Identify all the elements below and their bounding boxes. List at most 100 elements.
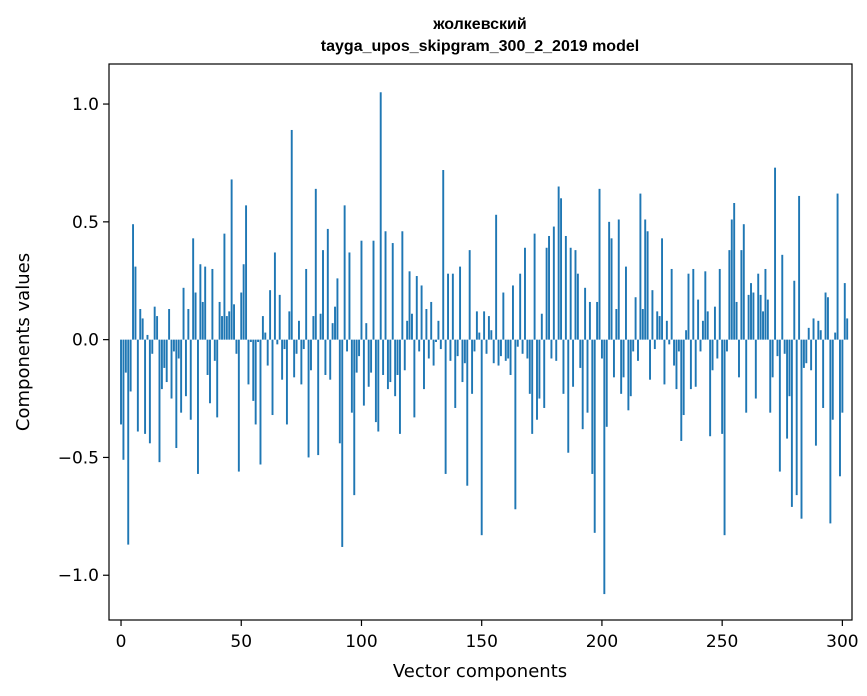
bar-302: [846, 318, 849, 340]
bar-180: [552, 226, 555, 340]
bar-228: [668, 339, 671, 345]
bar-93: [343, 205, 346, 340]
bar-105: [372, 240, 375, 340]
bar-301: [843, 283, 846, 340]
bar-17: [160, 339, 163, 390]
bar-246: [711, 339, 714, 371]
bar-221: [651, 290, 654, 340]
bar-201: [603, 339, 606, 595]
bar-70: [288, 311, 291, 340]
bar-167: [521, 339, 524, 354]
bar-81: [314, 188, 317, 340]
bar-166: [519, 273, 522, 340]
bar-0: [120, 339, 122, 425]
bar-198: [596, 301, 599, 340]
bar-224: [658, 316, 661, 340]
bar-205: [612, 339, 615, 378]
bar-152: [485, 339, 488, 354]
bar-84: [322, 250, 324, 340]
y-tick-label: −1.0: [58, 566, 99, 586]
bar-149: [478, 332, 481, 340]
bar-203: [608, 221, 611, 340]
bar-120: [408, 271, 411, 340]
bar-82: [317, 339, 320, 456]
bar-19: [165, 339, 168, 383]
bar-138: [451, 273, 454, 340]
bar-192: [581, 339, 584, 430]
bar-35: [204, 266, 207, 340]
bar-44: [225, 316, 228, 340]
bar-179: [550, 339, 553, 359]
bar-238: [692, 268, 695, 340]
bar-288: [812, 318, 815, 340]
bar-67: [281, 339, 284, 380]
bar-175: [540, 313, 543, 340]
bar-277: [786, 339, 789, 439]
bar-223: [656, 311, 659, 340]
bar-254: [730, 219, 733, 340]
bar-171: [531, 339, 534, 434]
bar-240: [697, 299, 700, 340]
bar-156: [495, 214, 498, 340]
bar-269: [766, 299, 769, 340]
bar-87: [329, 339, 332, 380]
bar-284: [802, 339, 805, 368]
bar-62: [269, 290, 272, 340]
bar-252: [726, 339, 728, 352]
bar-184: [562, 339, 565, 394]
bar-248: [716, 339, 719, 359]
bar-255: [733, 203, 736, 340]
bar-289: [814, 339, 817, 446]
bar-261: [747, 294, 750, 340]
bar-100: [360, 240, 363, 340]
bar-210: [625, 266, 627, 340]
bar-39: [213, 339, 216, 361]
bar-15: [156, 316, 159, 340]
bar-170: [528, 339, 531, 394]
bar-259: [742, 224, 745, 340]
bar-104: [370, 339, 373, 373]
bar-20: [168, 309, 171, 340]
bar-293: [824, 292, 827, 340]
bar-188: [572, 339, 575, 387]
bar-106: [374, 339, 377, 423]
bar-147: [473, 339, 476, 352]
bar-98: [355, 339, 358, 373]
y-tick-label: 0.0: [72, 331, 99, 351]
bar-68: [283, 339, 286, 350]
bar-272: [774, 167, 777, 340]
bar-257: [738, 339, 740, 378]
bar-4: [129, 339, 132, 392]
bar-281: [795, 339, 798, 496]
bar-37: [209, 339, 211, 404]
bar-85: [324, 339, 327, 375]
bar-157: [497, 339, 500, 366]
bar-264: [754, 339, 757, 399]
bar-266: [759, 294, 762, 340]
bar-256: [735, 301, 738, 340]
x-tick-label: 200: [586, 632, 618, 652]
bar-75: [300, 339, 303, 385]
bar-172: [533, 233, 536, 340]
y-axis-label: Components values: [13, 253, 34, 431]
bar-79: [310, 339, 312, 371]
bar-160: [504, 339, 507, 361]
bar-194: [586, 339, 589, 413]
bar-48: [235, 339, 238, 354]
bar-118: [403, 339, 406, 371]
bar-265: [757, 273, 760, 340]
bar-9: [141, 318, 144, 340]
chart-title: жолкевский: [432, 16, 526, 33]
bar-92: [341, 339, 344, 547]
bar-165: [516, 339, 519, 347]
bar-54: [249, 339, 252, 342]
bar-2: [124, 339, 127, 373]
bar-135: [444, 339, 447, 474]
bar-96: [350, 339, 353, 413]
bar-275: [781, 254, 784, 340]
bar-101: [362, 339, 365, 406]
bar-262: [750, 283, 752, 340]
bar-239: [694, 339, 697, 387]
bar-235: [685, 330, 688, 340]
bar-247: [713, 306, 716, 340]
